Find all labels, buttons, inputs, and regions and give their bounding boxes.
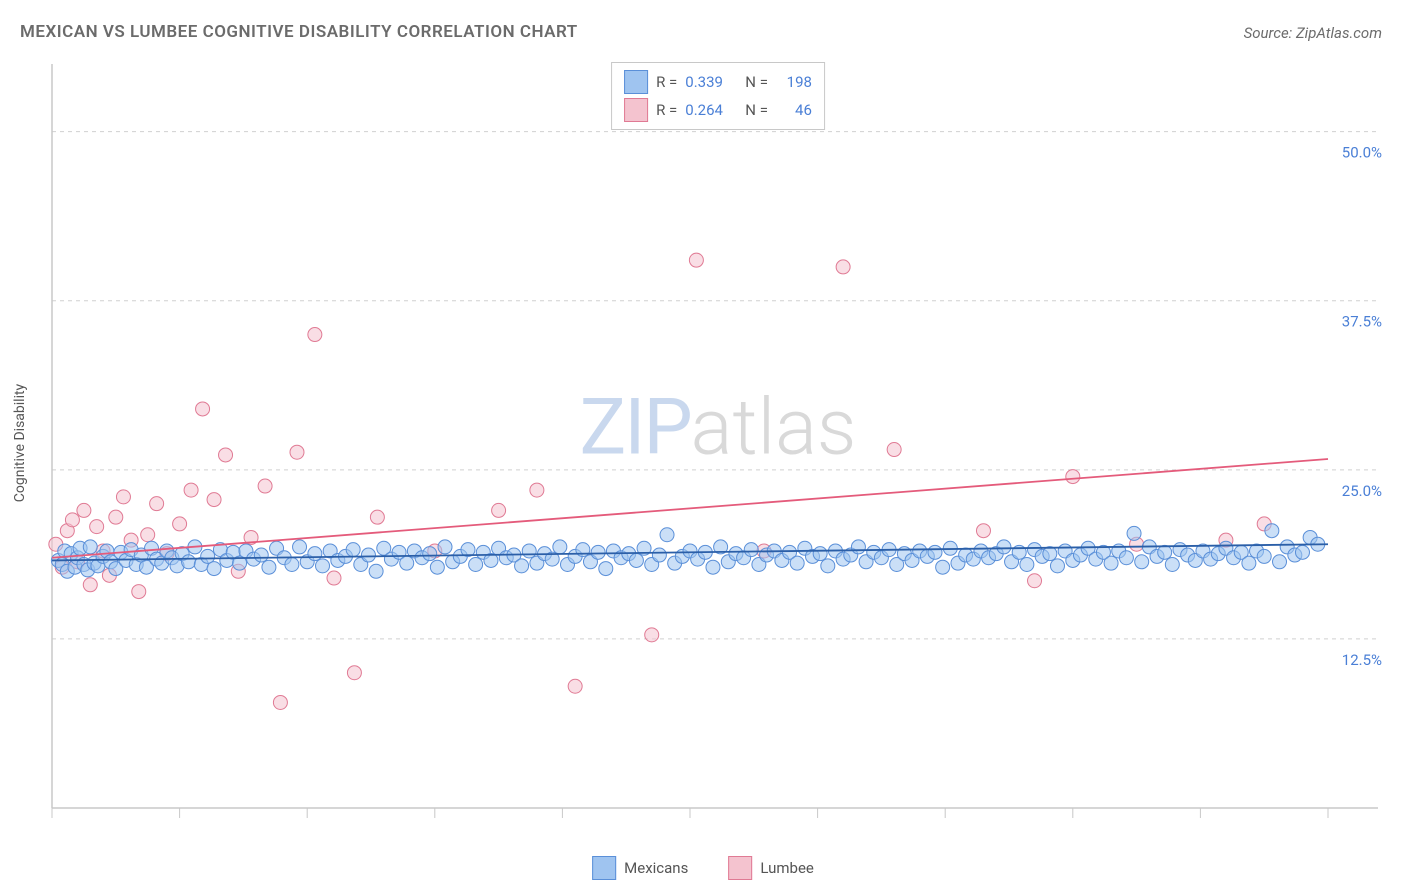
series-legend-item: Mexicans [592, 856, 688, 880]
chart-area: Cognitive Disability ZIPatlas 12.5%25.0%… [48, 58, 1388, 828]
legend-r-label: R = [656, 101, 677, 119]
svg-text:25.0%: 25.0% [1342, 482, 1382, 500]
legend-swatch [592, 856, 616, 880]
series-legend: Mexicans Lumbee [592, 856, 814, 880]
legend-r-value: 0.339 [685, 73, 737, 91]
legend-n-value: 198 [776, 73, 812, 91]
legend-r-value: 0.264 [685, 101, 737, 119]
legend-swatch [624, 98, 648, 122]
legend-swatch [728, 856, 752, 880]
scatter-plot: 12.5%25.0%37.5%50.0%0.0%100.0% [48, 58, 1388, 828]
series-name: Mexicans [624, 859, 688, 877]
source-label: Source: ZipAtlas.com [1244, 24, 1382, 42]
y-axis-label: Cognitive Disability [12, 384, 28, 502]
svg-text:50.0%: 50.0% [1342, 144, 1382, 162]
series-legend-item: Lumbee [728, 856, 814, 880]
series-name: Lumbee [760, 859, 814, 877]
legend-r-label: R = [656, 73, 677, 91]
legend-n-value: 46 [776, 101, 812, 119]
legend-row: R = 0.264 N = 46 [624, 96, 812, 124]
legend-n-label: N = [745, 73, 768, 91]
chart-title: MEXICAN VS LUMBEE COGNITIVE DISABILITY C… [20, 22, 578, 42]
svg-text:37.5%: 37.5% [1342, 313, 1382, 331]
legend-swatch [624, 70, 648, 94]
correlation-legend: R = 0.339 N = 198 R = 0.264 N = 46 [611, 62, 825, 130]
legend-row: R = 0.339 N = 198 [624, 68, 812, 96]
svg-text:12.5%: 12.5% [1342, 651, 1382, 669]
legend-n-label: N = [745, 101, 768, 119]
